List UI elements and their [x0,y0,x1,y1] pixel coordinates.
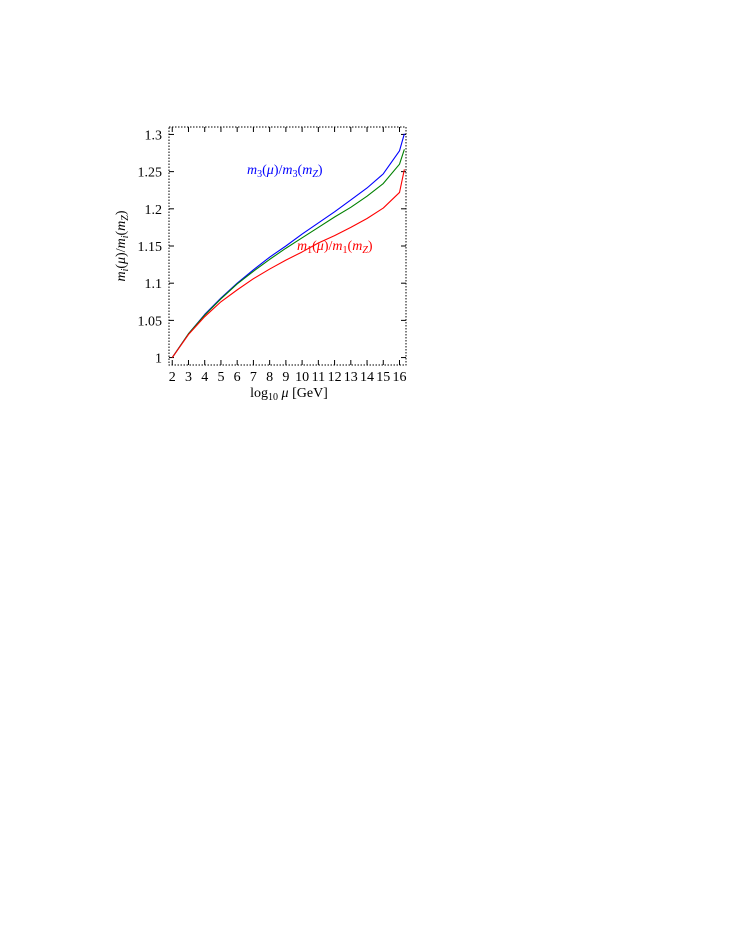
y-tick-label: 1.25 [138,166,163,181]
y-axis-ticks: 1 1.05 1.1 1.15 1.2 1.25 1.3 [138,128,406,367]
y-axis-label: mi(μ)/mi(mZ) [114,210,131,281]
x-axis-ticks: 2 3 4 5 6 7 8 9 10 11 12 13 14 15 16 [169,127,407,385]
y-tick-label: 1.2 [145,203,163,218]
series-line-middle [171,149,405,358]
x-tick-label: 10 [295,370,309,385]
series-line-m1 [171,169,405,358]
x-tick-label: 4 [201,370,208,385]
x-tick-label: 3 [185,370,192,385]
x-tick-label: 12 [328,370,342,385]
x-tick-label: 14 [360,370,374,385]
x-tick-label: 7 [250,370,257,385]
x-tick-label: 5 [217,370,224,385]
x-tick-label: 15 [376,370,390,385]
x-tick-label: 9 [282,370,289,385]
x-tick-label: 13 [344,370,358,385]
y-tick-label: 1.15 [138,240,163,255]
y-tick-label: 1.1 [145,277,163,292]
y-tick-label: 1.3 [145,128,163,143]
x-tick-label: 11 [312,370,325,385]
x-tick-label: 16 [393,370,407,385]
series-lines [171,133,405,358]
x-axis-label: log10 μ [GeV] [250,386,328,403]
x-tick-label: 8 [266,370,273,385]
y-tick-label: 1.05 [138,314,163,329]
series-label-m1: m1(μ)/m1(mZ) [297,239,373,256]
series-label-m3: m3(μ)/m3(mZ) [247,163,323,180]
y-tick-label: 1 [155,352,162,367]
x-tick-label: 2 [169,370,176,385]
x-tick-label: 6 [234,370,241,385]
